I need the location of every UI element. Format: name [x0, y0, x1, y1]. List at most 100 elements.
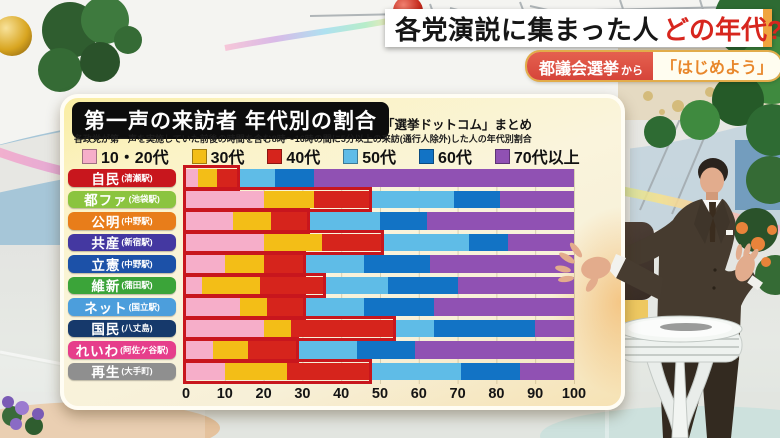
- chart-panel: 第一声の来訪者 年代別の割合 「選挙ドットコム」まとめ 各政党が第一声を実施して…: [60, 94, 625, 410]
- bar-segment: [364, 255, 431, 273]
- chart-title: 第一声の来訪者 年代別の割合: [72, 102, 389, 139]
- bar-segment: [186, 190, 264, 208]
- x-axis-tick: 60: [410, 386, 427, 402]
- bar-segment: [186, 276, 202, 294]
- bar-segment: [186, 319, 264, 337]
- bar-segment: [197, 169, 218, 187]
- party-label: 公明 (中野駅): [68, 212, 176, 230]
- bar-segment: [395, 319, 435, 337]
- chart-row: 国民 (八丈島): [68, 315, 575, 341]
- chart-row: 再生 (大手町): [68, 358, 575, 384]
- party-name: 共産: [91, 236, 121, 252]
- bar-segment: [414, 341, 574, 359]
- bar-track: [183, 165, 575, 191]
- party-station: (池袋駅): [128, 194, 160, 205]
- bar-segment: [248, 341, 299, 359]
- purple-flowers: [2, 396, 44, 435]
- bar-segment: [434, 298, 574, 316]
- bar-segment: [186, 212, 233, 230]
- bar-segment: [457, 276, 574, 294]
- x-axis-tick: 0: [181, 386, 191, 402]
- bar-segment: [314, 190, 373, 208]
- party-station: (八丈島): [121, 323, 153, 334]
- bar-segment: [356, 341, 415, 359]
- bar-segment: [263, 319, 291, 337]
- party-name: 立憲: [91, 257, 121, 273]
- bar-segment: [286, 362, 373, 380]
- bar-segment: [387, 276, 458, 294]
- bar-segment: [267, 298, 307, 316]
- party-label: 再生 (大手町): [68, 362, 176, 381]
- party-station: (新宿駅): [121, 237, 153, 248]
- party-station: (清瀬駅): [121, 172, 153, 183]
- party-name: 維新: [91, 279, 121, 295]
- program-banner-main: 都議会選挙: [539, 61, 620, 78]
- party-station: (中野駅): [121, 258, 153, 269]
- bar-track: [183, 229, 575, 255]
- party-name: 国民: [91, 322, 121, 338]
- bar-track: [183, 251, 575, 277]
- gold-ball-ornament: [0, 16, 32, 56]
- party-label: 共産 (新宿駅): [68, 233, 176, 252]
- party-station: (阿佐ケ谷駅): [120, 344, 169, 355]
- chart-row: ネット (国立駅): [68, 294, 575, 320]
- presenter-left-hand: [735, 243, 759, 282]
- bar-segment: [469, 233, 509, 251]
- bar-segment: [372, 362, 462, 380]
- bar-segment: [290, 319, 396, 337]
- party-label: れいわ (阿佐ケ谷駅): [68, 341, 176, 359]
- chart-row: 立憲 (中野駅): [68, 251, 575, 277]
- bar-segment: [306, 255, 365, 273]
- bar-segment: [508, 233, 574, 251]
- bar-segment: [461, 362, 520, 380]
- bar-segment: [186, 298, 241, 316]
- party-name: 再生: [91, 365, 121, 381]
- party-station: (国立駅): [128, 301, 160, 312]
- bar-segment: [430, 255, 574, 273]
- x-axis-tick: 20: [255, 386, 272, 402]
- party-station: (蒲田駅): [121, 280, 153, 291]
- legend-label: 30代: [210, 150, 245, 167]
- bar-segment: [306, 298, 365, 316]
- party-station: (大手町): [121, 366, 153, 377]
- x-axis-tick: 30: [294, 386, 311, 402]
- legend-item: 10・20代: [82, 144, 169, 168]
- bar-segment: [298, 341, 357, 359]
- x-axis-tick: 100: [561, 386, 587, 402]
- party-name: れいわ: [75, 343, 120, 359]
- bar-segment: [434, 319, 536, 337]
- bar-track: [183, 358, 575, 384]
- bar-segment: [259, 276, 326, 294]
- party-station: (中野駅): [121, 215, 153, 226]
- legend-item: 50代: [343, 144, 396, 168]
- presenter-neck: [706, 192, 718, 201]
- bar-segment: [275, 169, 314, 187]
- bar-segment: [500, 190, 574, 208]
- bar-segment: [383, 233, 470, 251]
- bar-segment: [453, 190, 501, 208]
- legend-label: 50代: [362, 150, 397, 167]
- chart-row: 都ファ (池袋駅): [68, 186, 575, 212]
- bar-segment: [313, 169, 574, 187]
- legend-swatch: [82, 148, 97, 164]
- party-label: 国民 (八丈島): [68, 319, 176, 338]
- bar-segment: [325, 276, 388, 294]
- bar-segment: [201, 276, 260, 294]
- party-label: 自民 (清瀬駅): [68, 169, 176, 187]
- legend-item: 70代以上: [494, 144, 580, 168]
- chart-row: 公明 (中野駅): [68, 208, 575, 234]
- legend-item: 30代: [191, 144, 245, 168]
- presenter-right-hand: [555, 242, 663, 300]
- bar-segment: [186, 233, 264, 251]
- program-banner-left: 都議会選挙 から: [527, 52, 654, 80]
- bar-segment: [263, 190, 315, 208]
- legend-swatch: [191, 148, 207, 164]
- chart-legend: 10・20代 30代 40代 50代 60代 70代以上: [82, 144, 580, 168]
- party-name: 都ファ: [84, 193, 128, 209]
- bar-segment: [271, 212, 311, 230]
- bar-segment: [519, 362, 574, 380]
- legend-swatch: [267, 148, 283, 164]
- bar-track: [183, 272, 575, 298]
- party-label: 維新 (蒲田駅): [68, 276, 176, 295]
- bar-segment: [310, 212, 380, 230]
